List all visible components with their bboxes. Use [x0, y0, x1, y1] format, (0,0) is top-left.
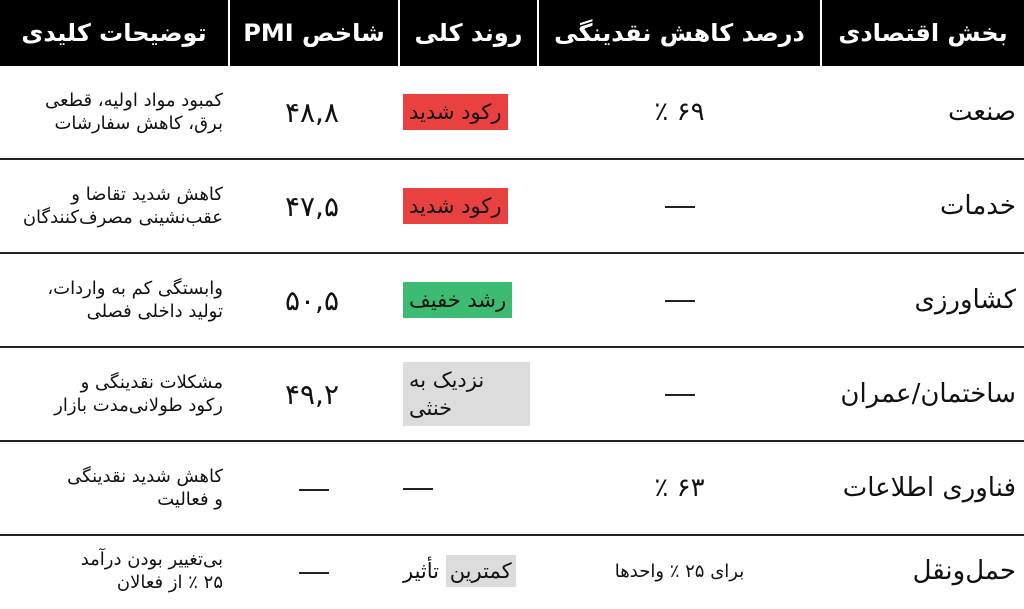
liquidity-drop-cell: ۶۳ ٪: [538, 441, 821, 536]
notes-cell: بی‌تغییر بودن درآمد ۲۵ ٪ از فعالان: [0, 535, 229, 606]
pmi-cell: ۴۷,۵: [229, 159, 399, 254]
pmi-value: ۴۸,۸: [284, 95, 339, 129]
notes-cell: مشکلات نقدینگی و رکود طولانی‌مدت بازار: [0, 347, 229, 442]
trend-cell: نزدیک به خنثی: [399, 347, 538, 442]
notes-line: عقب‌نشینی مصرف‌کنندگان: [22, 207, 223, 228]
notes-line: ۲۵ ٪ از فعالان: [116, 572, 223, 593]
trend-badge: رشد خفیف: [403, 282, 513, 318]
table-row: صنعت ۶۹ ٪ رکود شدید ۴۸,۸ کمبود مواد اولی…: [0, 66, 1024, 160]
sector-cell: فناوری اطلاعات: [821, 441, 1024, 536]
liquidity-drop-cell: ۶۹ ٪: [538, 66, 821, 160]
header-notes: توضیحات کلیدی: [0, 0, 229, 66]
pmi-value: ۵۰,۵: [284, 283, 339, 317]
sector-cell: ساختمان/عمران: [821, 347, 1024, 442]
dash: [664, 299, 695, 302]
trend-badge: رکود شدید: [403, 94, 508, 130]
pmi-cell: [229, 535, 399, 606]
dash: [664, 205, 695, 208]
notes-line: تولید داخلی فصلی: [86, 301, 223, 322]
trend-cell: رکود شدید: [399, 66, 538, 160]
notes-line: وابستگی کم به واردات،: [47, 278, 223, 299]
sector-cell: حمل‌ونقل: [912, 556, 1016, 586]
liquidity-drop-cell: برای ۲۵ ٪ واحدها: [538, 535, 821, 606]
trend-rest: تأثیر: [403, 559, 446, 583]
notes-line: برق، کاهش سفارشات: [54, 113, 223, 134]
notes-line: و فعالیت: [157, 489, 223, 510]
table-row: خدمات رکود شدید ۴۷,۵ کاهش شدید تقاضا و عق…: [0, 159, 1024, 254]
dash: [403, 488, 433, 490]
notes-line: کاهش شدید نقدینگی: [67, 466, 223, 487]
pmi-value: ۴۹,۲: [284, 377, 339, 411]
liquidity-drop-cell: [538, 159, 821, 254]
table-row: ساختمان/عمران نزدیک به خنثی ۴۹,۲ مشکلات …: [0, 347, 1024, 442]
trend-cell: رکود شدید: [399, 159, 538, 254]
liquidity-drop-value: ۶۳ ٪: [654, 473, 705, 503]
table-row: فناوری اطلاعات ۶۳ ٪ کاهش شدید نقدینگی و ف…: [0, 441, 1024, 536]
notes-line: کاهش شدید تقاضا و: [71, 184, 223, 205]
header-pmi: شاخص PMI: [228, 0, 399, 66]
pmi-cell: [229, 441, 399, 536]
header-liquidity-drop: درصد کاهش نقدینگی: [537, 0, 821, 66]
header-sector: بخش اقتصادی: [820, 0, 1024, 66]
pmi-cell: ۵۰,۵: [229, 253, 399, 348]
sector-cell: خدمات: [821, 159, 1024, 254]
header-trend: روند کلی: [398, 0, 538, 66]
notes-line: رکود طولانی‌مدت بازار: [54, 395, 223, 416]
sector-cell: کشاورزی: [821, 253, 1024, 348]
trend-highlight: کمترین: [445, 555, 516, 587]
notes-cell: کاهش شدید تقاضا و عقب‌نشینی مصرف‌کنندگان: [0, 159, 229, 254]
table-row: کشاورزی رشد خفیف ۵۰,۵ وابستگی کم به وارد…: [0, 253, 1024, 348]
trend-cell: [399, 441, 538, 536]
notes-cell: کمبود مواد اولیه، قطعی برق، کاهش سفارشات: [0, 66, 229, 160]
notes-line: بی‌تغییر بودن درآمد: [80, 549, 223, 570]
table-row: حمل‌ونقل برای ۲۵ ٪ واحدها کمترین تأثیر ب…: [0, 535, 1024, 606]
header-row: بخش اقتصادی درصد کاهش نقدینگی روند کلی ش…: [0, 0, 1024, 66]
liquidity-drop-value: برای ۲۵ ٪ واحدها: [614, 560, 745, 582]
dash: [299, 488, 329, 491]
notes-line: کمبود مواد اولیه، قطعی: [45, 90, 223, 111]
dash: [664, 393, 695, 396]
notes-cell: وابستگی کم به واردات، تولید داخلی فصلی: [0, 253, 229, 348]
notes-line: مشکلات نقدینگی و: [80, 372, 223, 393]
trend-badge: نزدیک به خنثی: [403, 362, 530, 426]
sector-cell: صنعت: [821, 66, 1024, 160]
liquidity-drop-cell: [538, 253, 821, 348]
trend-cell: رشد خفیف: [399, 253, 538, 348]
notes-cell: کاهش شدید نقدینگی و فعالیت: [0, 441, 229, 536]
dash: [299, 571, 329, 574]
pmi-value: ۴۷,۵: [284, 189, 339, 223]
pmi-cell: ۴۸,۸: [229, 66, 399, 160]
liquidity-drop-value: ۶۹ ٪: [654, 97, 705, 127]
trend-cell: کمترین تأثیر: [399, 535, 538, 606]
liquidity-drop-cell: [538, 347, 821, 442]
trend-badge: کمترین تأثیر: [403, 553, 516, 589]
trend-badge: رکود شدید: [403, 188, 508, 224]
pmi-cell: ۴۹,۲: [229, 347, 399, 442]
